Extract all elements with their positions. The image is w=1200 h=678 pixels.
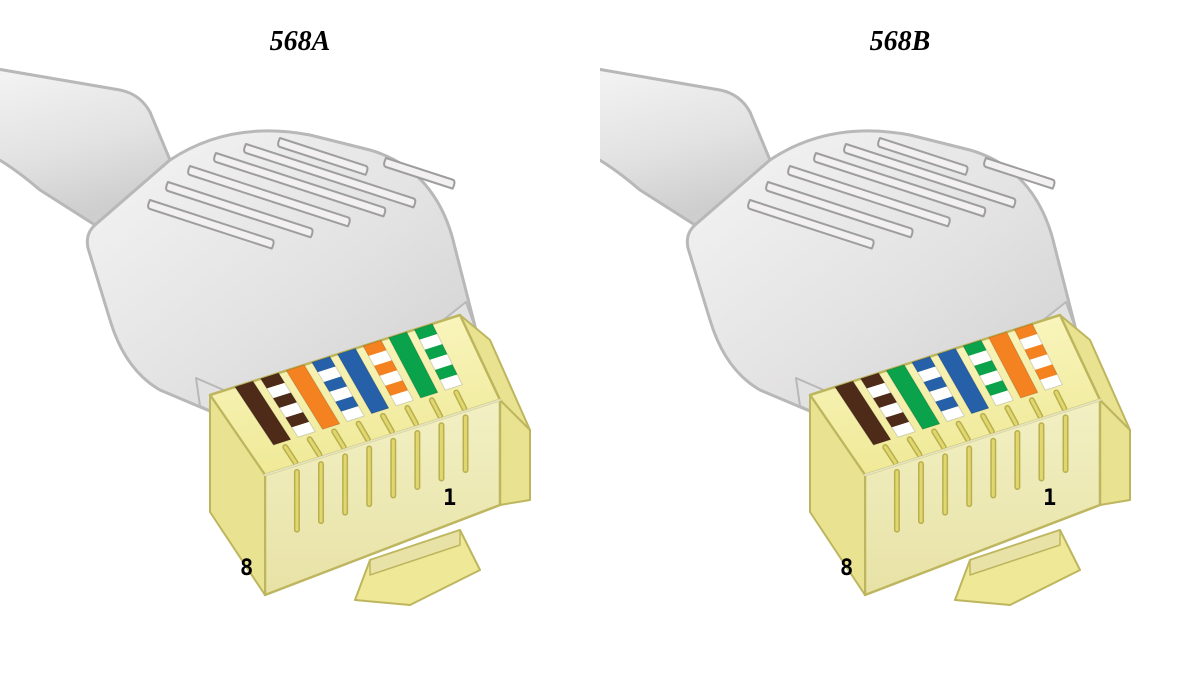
pin8-label-b: 8 (840, 556, 853, 581)
connector-568b-svg (600, 0, 1200, 678)
pin1-label-a: 1 (443, 486, 456, 511)
pin1-label-b: 1 (1043, 486, 1056, 511)
panel-568a: 568A 1 8 (0, 0, 600, 678)
pin8-label-a: 8 (240, 556, 253, 581)
diagram-container: 568A 1 8 568B 1 8 (0, 0, 1200, 678)
connector-568a-svg (0, 0, 600, 678)
panel-568b: 568B 1 8 (600, 0, 1200, 678)
